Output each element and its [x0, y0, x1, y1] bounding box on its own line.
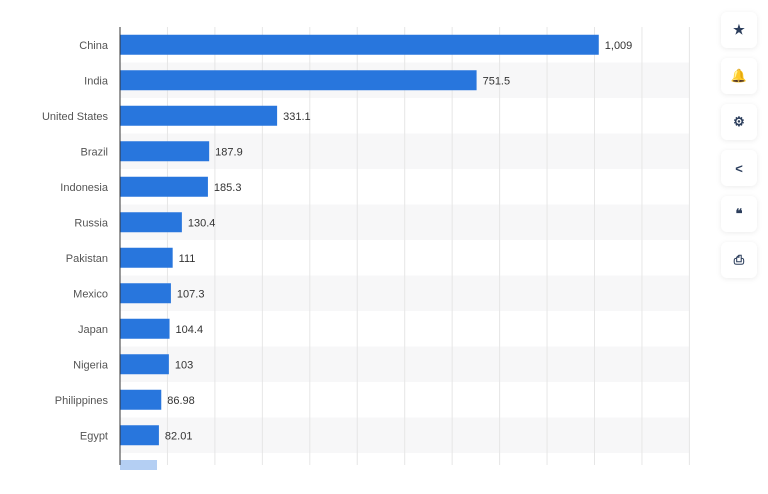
data-label: 111 [179, 253, 196, 265]
category-label: Philippines [55, 395, 109, 407]
bar[interactable] [120, 283, 171, 304]
quote-button[interactable]: ❝ [721, 196, 757, 232]
data-label: 82.01 [165, 430, 193, 442]
data-label: 1,009 [605, 40, 633, 52]
star-button[interactable]: ★ [721, 12, 757, 48]
data-label: 185.3 [214, 182, 242, 194]
category-label: Brazil [80, 146, 108, 158]
data-label: 107.3 [177, 288, 205, 300]
category-label: Indonesia [60, 182, 109, 194]
data-label: 86.98 [167, 395, 195, 407]
category-label: Mexico [73, 288, 108, 300]
bar[interactable] [120, 212, 182, 233]
data-label: 103 [175, 359, 193, 371]
share-icon: < [735, 160, 743, 176]
category-label: Russia [74, 217, 109, 229]
quote-icon: ❝ [735, 206, 743, 221]
bar[interactable] [120, 141, 210, 162]
category-label: Egypt [80, 430, 108, 442]
bar[interactable] [120, 34, 599, 55]
bar[interactable] [120, 247, 173, 268]
data-label: 187.9 [215, 146, 243, 158]
data-label: 331.1 [283, 111, 311, 123]
category-label: China [79, 40, 109, 52]
data-label: 130.4 [188, 217, 216, 229]
data-label: 104.4 [176, 324, 204, 336]
bar[interactable] [120, 318, 170, 339]
star-icon: ★ [733, 22, 745, 37]
print-icon: ⎙ [733, 252, 745, 267]
category-label: Japan [78, 324, 108, 336]
bar[interactable] [120, 176, 208, 197]
print-button[interactable]: ⎙ [721, 242, 757, 278]
category-label: Pakistan [66, 253, 108, 265]
bell-button[interactable]: 🔔 [721, 58, 757, 94]
bar-chart: China 1,009 India 751.5 United States 331.1 Br… [42, 27, 690, 470]
bar[interactable] [120, 105, 278, 126]
category-label: United States [42, 111, 109, 123]
bar[interactable] [120, 425, 159, 446]
category-label: Nigeria [73, 359, 109, 371]
gear-icon: ⚙ [733, 114, 745, 129]
gear-button[interactable]: ⚙ [721, 104, 757, 140]
bar [120, 460, 157, 470]
bar[interactable] [120, 389, 162, 410]
bell-icon: 🔔 [730, 68, 748, 83]
bar[interactable] [120, 354, 169, 375]
share-button[interactable]: < [721, 150, 757, 186]
bar[interactable] [120, 70, 477, 91]
data-label: 751.5 [483, 75, 511, 87]
category-label: India [84, 75, 109, 87]
